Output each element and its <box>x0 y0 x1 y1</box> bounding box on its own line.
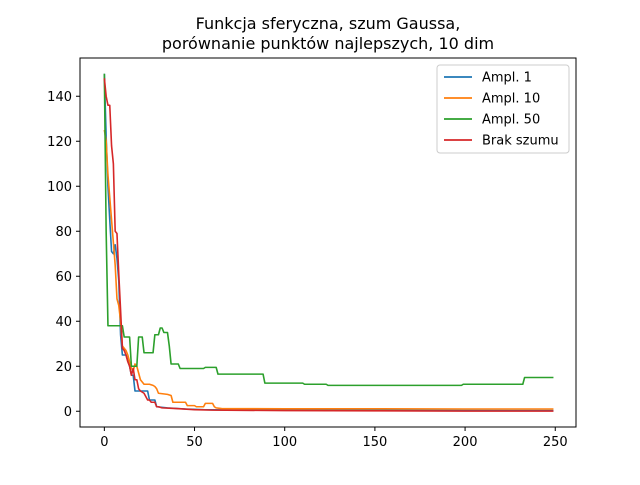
y-tick-label-120: 120 <box>47 135 72 150</box>
series-line-4 <box>103 78 554 412</box>
axes-layer: 0 50 100 150 200 250 0 20 40 60 80 100 120 140 <box>47 57 577 450</box>
y-tick-label-0: 0 <box>64 405 72 420</box>
legend-label-4: Brak szumu <box>482 134 559 149</box>
chart-title-line-1: Funkcja sferyczna, szum Gaussa, <box>196 14 461 33</box>
legend-label-3: Ampl. 50 <box>482 113 540 128</box>
chart-title-line-2: porównanie punktów najlepszych, 10 dim <box>162 34 494 53</box>
legend: Ampl. 1 Ampl. 10 Ampl. 50 Brak szumu <box>436 64 570 154</box>
y-tick-label-60: 60 <box>55 270 72 285</box>
y-tick-label-140: 140 <box>47 90 72 105</box>
legend-label-2: Ampl. 10 <box>482 92 540 107</box>
y-tick-label-40: 40 <box>55 315 72 330</box>
y-tick-label-20: 20 <box>55 360 72 375</box>
legend-box <box>436 64 570 154</box>
x-tick-label-250: 250 <box>543 435 568 450</box>
series-line-2 <box>103 129 554 410</box>
x-tick-label-50: 50 <box>186 435 203 450</box>
axes-frame <box>79 57 577 428</box>
legend-label-1: Ampl. 1 <box>482 71 532 86</box>
x-tick-label-0: 0 <box>100 435 108 450</box>
series-line-3 <box>103 73 554 387</box>
series-layer <box>103 73 554 412</box>
y-tick-label-80: 80 <box>55 225 72 240</box>
x-tick-label-150: 150 <box>362 435 387 450</box>
y-tick-label-100: 100 <box>47 180 72 195</box>
x-tick-label-100: 100 <box>272 435 297 450</box>
x-tick-label-200: 200 <box>453 435 478 450</box>
